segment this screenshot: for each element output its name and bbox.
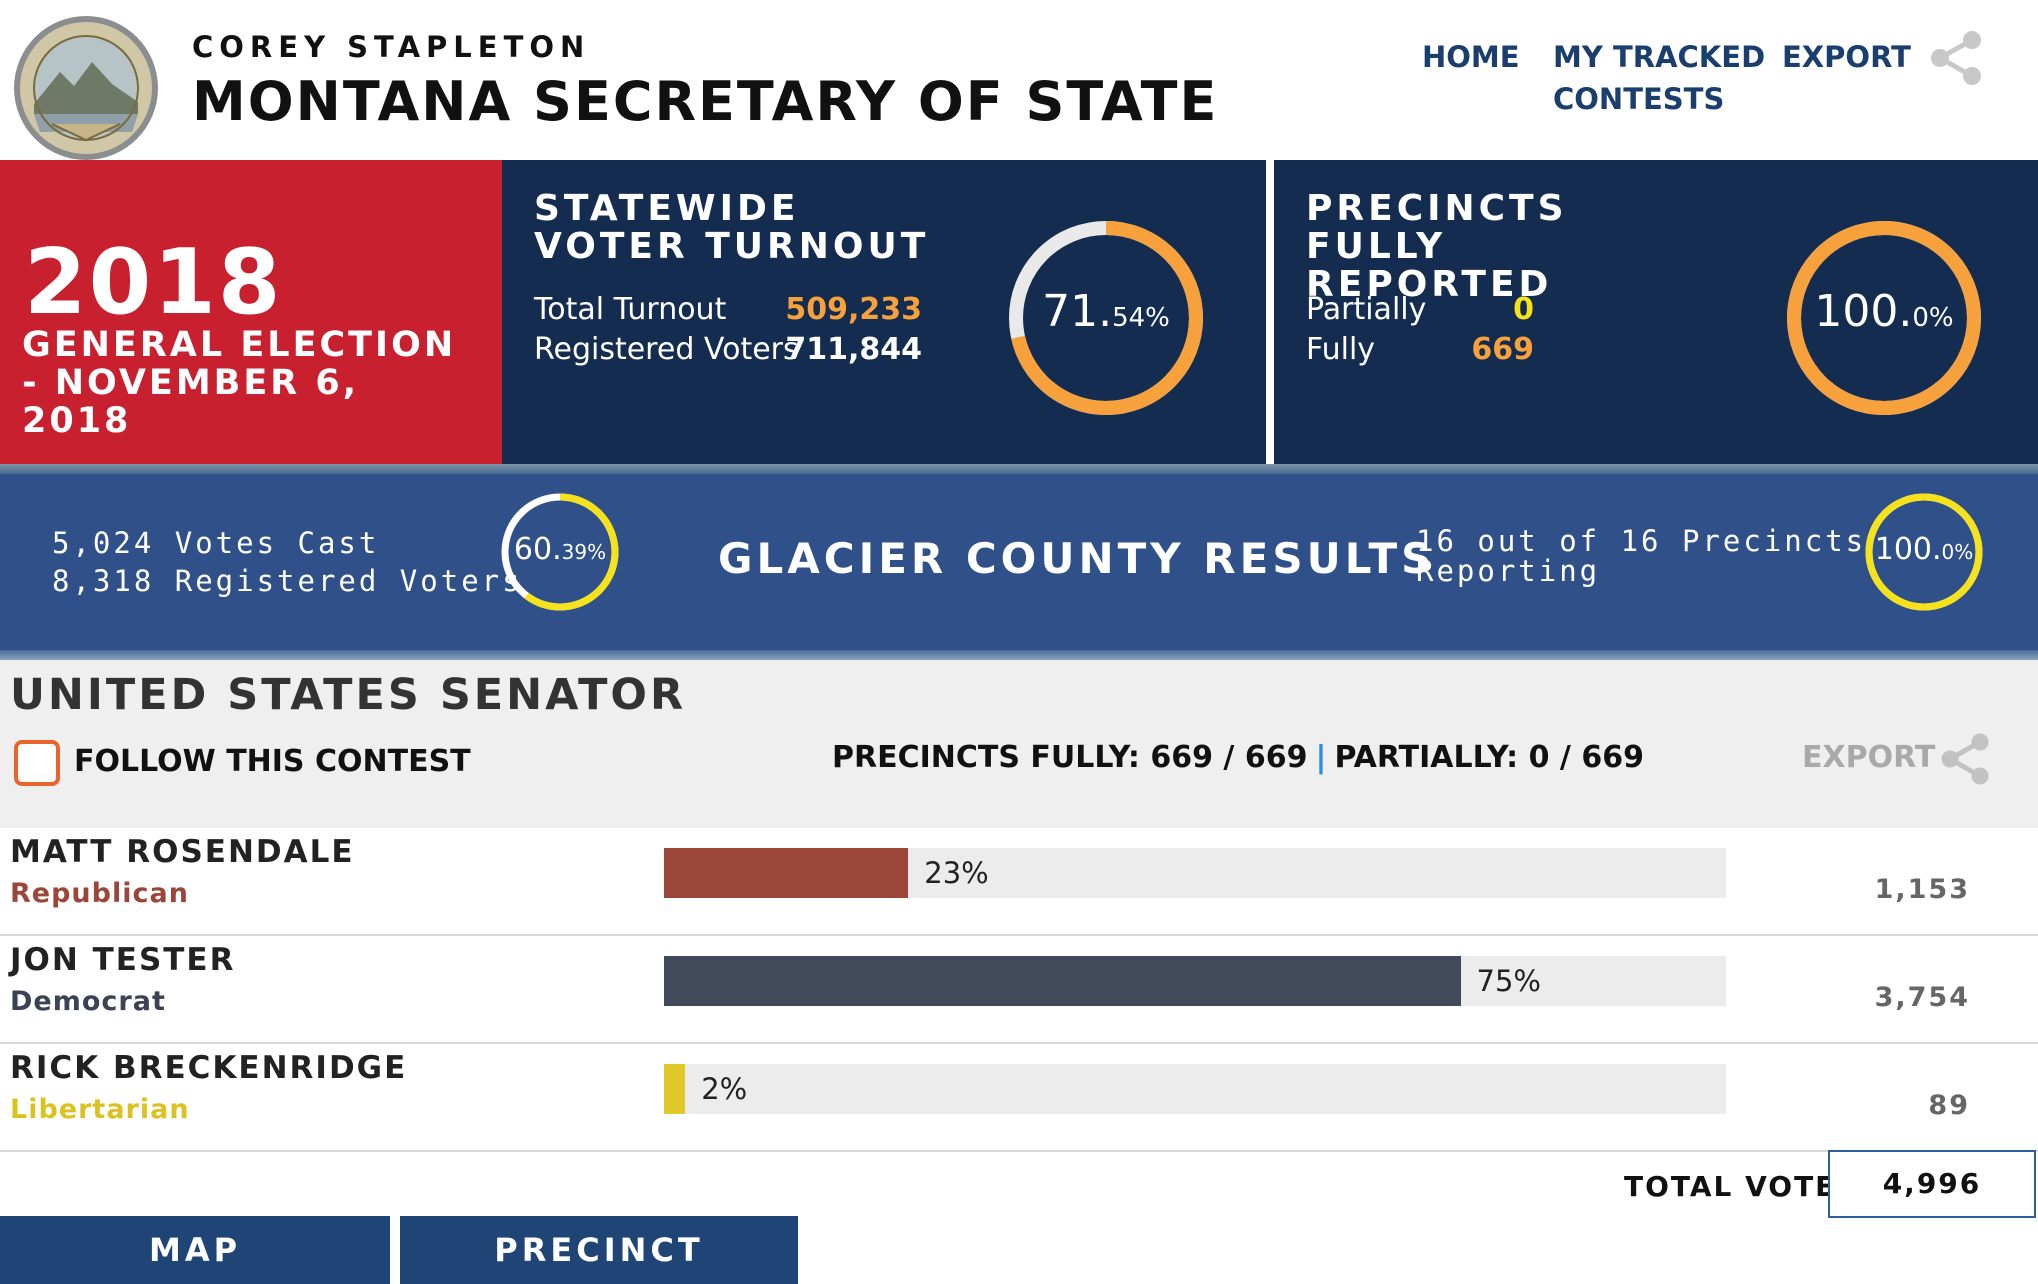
fully-value: 669 (1471, 332, 1534, 367)
total-turnout-label: Total Turnout (534, 292, 727, 327)
candidate-row: MATT ROSENDALE Republican 23% 1,153 (0, 828, 2038, 936)
contest-header: UNITED STATES SENATOR FOLLOW THIS CONTES… (0, 660, 2038, 828)
contest-share-icon[interactable] (1936, 732, 1994, 786)
candidate-percent: 75% (1476, 964, 1541, 998)
turnout-ring (1009, 221, 1203, 415)
candidate-votes: 3,754 (1874, 982, 1970, 1013)
nav-my-tracked-contests-link[interactable]: MY TRACKED CONTESTS (1553, 36, 1765, 120)
nav-export-link[interactable]: EXPORT (1782, 40, 1911, 74)
summary-separator: | (1315, 740, 1327, 775)
site-header: COREY STAPLETON MONTANA SECRETARY OF STA… (0, 0, 2038, 160)
candidate-bar-fill (664, 1064, 686, 1114)
election-name: GENERAL ELECTION - NOVEMBER 6, 2018 (22, 325, 457, 441)
county-votes-cast: 5,024 Votes Cast (52, 526, 380, 560)
candidate-row: JON TESTER Democrat 75% 3,754 (0, 936, 2038, 1044)
candidate-votes: 89 (1928, 1090, 1970, 1121)
county-precincts-percent: 100.0% (1874, 532, 1974, 567)
candidate-bar-track: 23% (664, 848, 1726, 898)
county-results-band: 5,024 Votes Cast 8,318 Registered Voters… (0, 464, 2038, 660)
precinct-results-tab-button[interactable]: PRECINCT RESULTS (400, 1216, 798, 1284)
panel-divider (1266, 160, 1274, 464)
candidate-votes: 1,153 (1874, 874, 1970, 905)
candidate-row: RICK BRECKENRIDGE Libertarian 2% 89 (0, 1044, 2038, 1152)
candidate-name: MATT ROSENDALE (10, 834, 355, 870)
registered-voters-value: 711,844 (785, 332, 922, 367)
turnout-percent: 71.54% (1042, 286, 1170, 337)
county-precincts-ring (1865, 493, 1983, 611)
secretary-name: COREY STAPLETON (192, 30, 591, 64)
county-precincts-line2: Reporting (1416, 554, 1601, 588)
precincts-title: PRECINCTS FULLY REPORTED (1306, 188, 1568, 305)
candidate-party: Democrat (10, 986, 166, 1017)
nav-home-link[interactable]: HOME (1422, 40, 1520, 74)
precincts-fully-text: PRECINCTS FULLY: 669 / 669 (832, 740, 1308, 775)
candidate-percent: 23% (924, 856, 989, 890)
nav-tracked-line2: CONTESTS (1553, 82, 1725, 116)
county-results-title: GLACIER COUNTY RESULTS (718, 534, 1436, 583)
office-title: MONTANA SECRETARY OF STATE (192, 70, 1219, 133)
county-precincts-reporting: 16 out of 16 Precincts Reporting (1416, 526, 1866, 586)
partially-value: 0 (1513, 292, 1534, 327)
contest-export-button[interactable]: EXPORT (1802, 740, 1936, 775)
candidate-bar-fill (664, 848, 909, 898)
county-registered-voters: 8,318 Registered Voters (52, 564, 523, 598)
nav-tracked-line1: MY TRACKED (1553, 40, 1766, 74)
candidate-party: Libertarian (10, 1094, 190, 1125)
county-precincts-line1: 16 out of 16 Precincts (1416, 524, 1867, 558)
county-results-inner: 5,024 Votes Cast 8,318 Registered Voters… (0, 474, 2038, 650)
montana-seal-logo (14, 16, 158, 160)
partially-label: Partially (1306, 292, 1427, 327)
candidate-name: JON TESTER (10, 942, 236, 978)
candidate-percent: 2% (701, 1072, 748, 1106)
fully-label: Fully (1306, 332, 1376, 367)
candidate-bar-track: 75% (664, 956, 1726, 1006)
total-votes-label: TOTAL VOTES (1624, 1170, 1859, 1203)
turnout-title: STATEWIDE VOTER TURNOUT (534, 188, 930, 267)
follow-contest-checkbox[interactable] (14, 740, 60, 786)
statewide-turnout-panel: STATEWIDE VOTER TURNOUT Total Turnout 50… (502, 160, 1266, 464)
candidate-party: Republican (10, 878, 189, 909)
candidate-bar-fill (664, 956, 1461, 1006)
total-turnout-value: 509,233 (785, 292, 922, 327)
county-vote-stats: 5,024 Votes Cast 8,318 Registered Voters (52, 524, 523, 600)
precincts-percent: 100.0% (1814, 286, 1954, 337)
candidate-bar-track: 2% (664, 1064, 1726, 1114)
follow-contest-label[interactable]: FOLLOW THIS CONTEST (74, 744, 471, 779)
precincts-ring (1787, 221, 1981, 415)
precincts-reported-panel: PRECINCTS FULLY REPORTED Partially 0 Ful… (1274, 160, 2038, 464)
map-tab-button[interactable]: MAP (0, 1216, 390, 1284)
contest-title: UNITED STATES SENATOR (10, 670, 687, 720)
election-year: 2018 (24, 230, 283, 335)
total-votes-value: 4,996 (1828, 1150, 2036, 1218)
election-panel: 2018 GENERAL ELECTION - NOVEMBER 6, 2018 (0, 160, 502, 464)
county-turnout-percent: 60.39% (513, 532, 607, 567)
county-turnout-ring (501, 493, 619, 611)
registered-voters-label: Registered Voters (534, 332, 799, 367)
contest-precinct-summary: PRECINCTS FULLY: 669 / 669 | PARTIALLY: 0 … (832, 740, 1644, 775)
precincts-partially-text: PARTIALLY: 0 / 669 (1334, 740, 1644, 775)
share-icon[interactable] (1926, 30, 1986, 86)
candidate-name: RICK BRECKENRIDGE (10, 1050, 408, 1086)
